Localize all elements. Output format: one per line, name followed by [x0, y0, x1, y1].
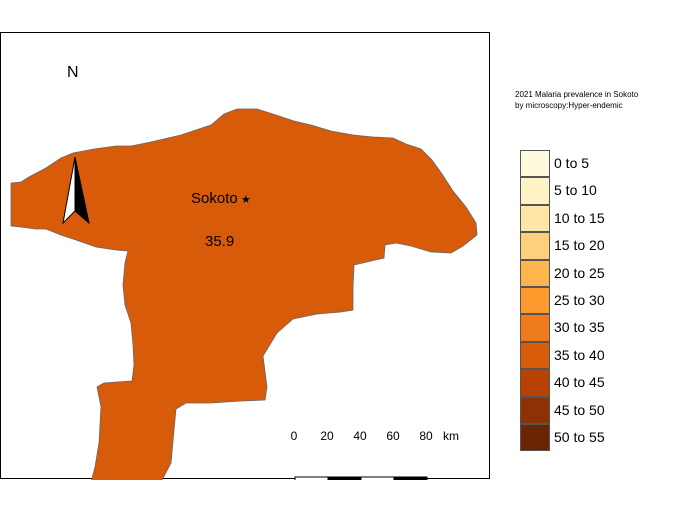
- map-canvas: [10, 108, 478, 480]
- legend-swatch: [520, 204, 550, 233]
- map-frame: [0, 32, 490, 480]
- legend-label: 50 to 55: [554, 429, 605, 445]
- scale-tick-label: 80: [419, 429, 433, 443]
- legend-label: 15 to 20: [554, 237, 605, 254]
- legend-swatch: [520, 287, 550, 315]
- legend-label: 20 to 25: [554, 264, 605, 281]
- legend-swatch: [520, 150, 550, 178]
- scale-bar-segment-1: [294, 476, 329, 480]
- scale-tick-label: 40: [353, 429, 367, 443]
- prevalence-value-label: 35.9: [205, 233, 235, 250]
- capital-name-label: Sokoto: [191, 190, 238, 207]
- scale-bar: [294, 476, 428, 480]
- legend-title-line-1: 2021 Malaria prevalence in Sokoto: [515, 90, 639, 99]
- legend-swatch: [520, 424, 550, 452]
- legend-swatch: [520, 177, 550, 205]
- legend-swatch: [520, 232, 550, 260]
- legend-swatch: [520, 341, 550, 370]
- legend-label: 45 to 50: [554, 401, 605, 418]
- legend-label: 0 to 5: [554, 155, 590, 171]
- legend-label: 40 to 45: [554, 374, 605, 391]
- legend-label: 30 to 35: [554, 319, 605, 336]
- north-arrow-right-half: [74, 156, 90, 225]
- scale-tick-label: 20: [320, 429, 334, 443]
- sokoto-state-shape: [10, 108, 478, 480]
- scale-bar-segment-2: [327, 476, 362, 480]
- legend-label: 10 to 15: [554, 209, 605, 226]
- scale-tick-label: 0: [290, 429, 298, 443]
- capital-star-icon: ★: [241, 194, 251, 206]
- legend-label: 35 to 40: [554, 346, 605, 363]
- legend-swatch: [520, 259, 550, 287]
- north-arrow: [62, 156, 90, 225]
- scale-bar-segment-4: [393, 476, 428, 480]
- legend-label: 5 to 10: [554, 182, 597, 199]
- legend-swatch: [520, 369, 550, 397]
- legend-swatch: [520, 396, 550, 424]
- scale-bar-segment-3: [360, 476, 395, 480]
- legend-title-line-2: by microscopy:Hyper-endemic: [515, 101, 623, 110]
- north-label: N: [67, 64, 79, 81]
- legend-swatch: [520, 314, 550, 342]
- legend-title: 2021 Malaria prevalence in Sokoto by mic…: [515, 89, 695, 111]
- scale-unit-label: km: [443, 429, 459, 443]
- legend-label: 25 to 30: [554, 292, 605, 308]
- scale-tick-label: 60: [386, 429, 400, 443]
